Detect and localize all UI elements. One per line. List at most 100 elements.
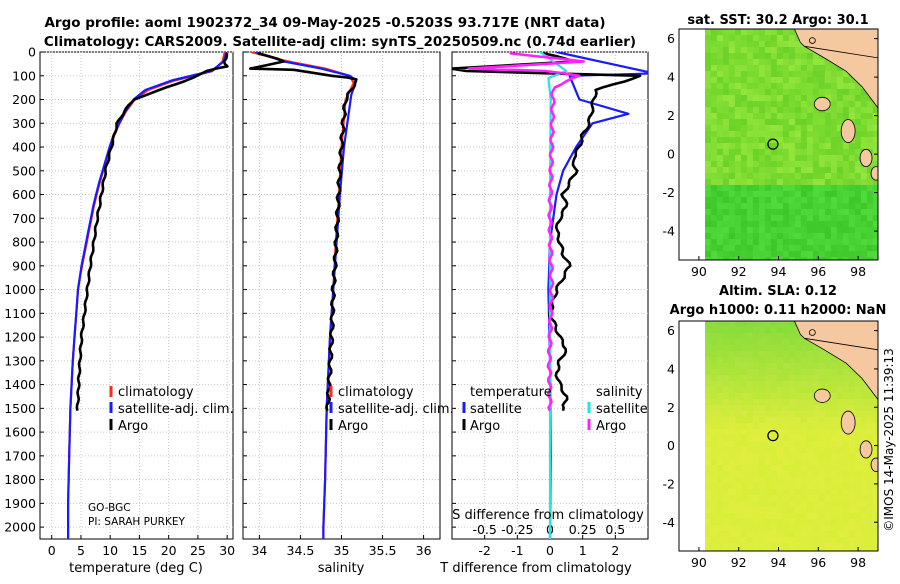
map-cell — [806, 351, 814, 358]
map-cell — [782, 387, 790, 394]
map-cell — [788, 191, 796, 198]
map-cell — [866, 185, 874, 192]
map-cell — [818, 453, 826, 460]
map-cell — [806, 417, 814, 424]
x-tick-label: 0 — [546, 543, 554, 558]
map-cell — [806, 549, 814, 551]
map-cell — [764, 179, 772, 186]
map-cell — [770, 185, 778, 192]
map-cell — [860, 399, 868, 406]
map-cell — [734, 107, 742, 114]
map-cell — [818, 357, 826, 364]
map-cell — [866, 239, 874, 246]
map-cell — [776, 251, 784, 258]
map-cell — [818, 59, 826, 66]
map-cell — [734, 393, 742, 400]
map-cell — [812, 233, 820, 240]
map-cell — [740, 483, 748, 490]
map-cell — [788, 143, 796, 150]
map-cell — [705, 483, 712, 490]
map-cell — [758, 453, 766, 460]
map-cell — [705, 209, 712, 216]
map-cell — [705, 507, 712, 514]
map-cell — [722, 59, 730, 66]
map-cell — [770, 513, 778, 520]
map-cell — [770, 357, 778, 364]
map-cell — [854, 113, 862, 120]
map-cell — [794, 507, 802, 514]
map-cell — [818, 119, 826, 126]
map-cell — [716, 197, 724, 204]
map-cell — [854, 101, 862, 108]
map-cell — [812, 357, 820, 364]
map-cell — [705, 233, 712, 240]
map-cell — [716, 119, 724, 126]
map-cell — [782, 89, 790, 96]
map-cell — [705, 155, 712, 162]
map-cell — [872, 483, 878, 490]
map-cell — [705, 119, 712, 126]
map-cell — [722, 519, 730, 526]
map-cell — [806, 77, 814, 84]
map-cell — [728, 41, 736, 48]
map-cell — [830, 107, 838, 114]
map-cell — [716, 143, 724, 150]
map-cell — [758, 137, 766, 144]
map-cell — [746, 227, 754, 234]
map-cell — [794, 375, 802, 382]
map-cell — [824, 387, 832, 394]
map-cell — [734, 59, 742, 66]
map-cell — [705, 197, 712, 204]
map-cell — [734, 101, 742, 108]
map-cell — [776, 119, 784, 126]
map-cell — [740, 363, 748, 370]
depth-tick-label: 2000 — [4, 520, 36, 535]
map-cell — [818, 143, 826, 150]
map-cell — [824, 513, 832, 520]
map-cell — [705, 351, 706, 358]
map-cell — [770, 29, 778, 36]
map-cell — [722, 77, 730, 84]
map-cell — [800, 239, 808, 246]
map-cell — [794, 179, 802, 186]
map-cell — [764, 501, 772, 508]
map-cell — [854, 525, 862, 532]
map-cell — [806, 489, 814, 496]
map-cell — [836, 209, 844, 216]
map-cell — [716, 233, 724, 240]
map-cell — [776, 215, 784, 222]
map-cell — [860, 191, 868, 198]
map-cell — [705, 71, 706, 78]
map-x-tick-label: 92 — [731, 264, 747, 279]
map-cell — [740, 375, 748, 382]
map-cell — [782, 393, 790, 400]
map-cell — [705, 537, 706, 544]
map-cell — [752, 185, 760, 192]
map-cell — [848, 227, 856, 234]
map-cell — [854, 221, 862, 228]
map-cell — [764, 245, 772, 252]
map-cell — [705, 495, 706, 502]
map-cell — [764, 321, 772, 328]
map-cell — [740, 131, 748, 138]
map-y-tick-label: 0 — [667, 147, 675, 162]
map-cell — [710, 83, 718, 90]
map-cell — [740, 501, 748, 508]
map-cell — [764, 251, 772, 258]
map-cell — [776, 233, 784, 240]
map-cell — [746, 83, 754, 90]
map-cell — [770, 149, 778, 156]
map-cell — [776, 441, 784, 448]
depth-tick-label: 100 — [12, 68, 36, 83]
map-cell — [740, 143, 748, 150]
map-cell — [830, 459, 838, 466]
map-cell — [866, 477, 874, 484]
map-cell — [806, 435, 814, 442]
map-cell — [836, 167, 844, 174]
map-cell — [830, 155, 838, 162]
map-cell — [824, 375, 832, 382]
map-cell — [866, 495, 874, 502]
map-cell — [764, 257, 772, 260]
map-cell — [710, 65, 718, 72]
map-cell — [782, 411, 790, 418]
